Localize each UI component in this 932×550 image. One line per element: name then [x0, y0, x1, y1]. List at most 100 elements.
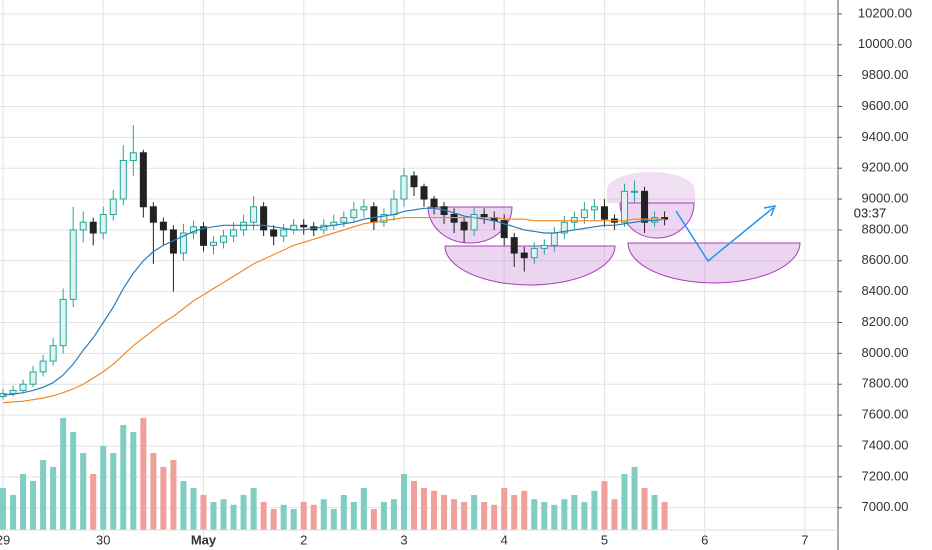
candle-body [540, 244, 548, 249]
candle-body [590, 206, 598, 211]
volume-bar [621, 474, 628, 530]
candle-body [29, 371, 37, 385]
volume-bar [160, 467, 167, 530]
volume-bar [120, 425, 127, 530]
moving-average-line [2, 207, 665, 396]
candle-body [390, 198, 398, 215]
volume-bar [190, 488, 197, 530]
volume-bar [340, 495, 347, 530]
volume-bar [591, 490, 598, 530]
candle-body [520, 252, 528, 259]
candle-body [119, 159, 127, 200]
cup-shape [627, 242, 801, 284]
volume-bar [471, 495, 478, 530]
candle-body [270, 229, 278, 237]
moving-average-line [2, 216, 665, 404]
candle-body [350, 209, 358, 219]
y-tick-label: 8000.00 [862, 345, 909, 360]
candle-body [240, 221, 248, 231]
candle-body [470, 213, 478, 231]
y-tick-label: 7200.00 [862, 468, 909, 483]
candle-body [360, 206, 368, 211]
volume-bar [220, 499, 227, 530]
y-tick-label: 7400.00 [862, 437, 909, 452]
projection-path [675, 207, 774, 263]
y-tick-label: 8200.00 [862, 314, 909, 329]
volume-bar [50, 467, 57, 530]
candle-body [560, 221, 568, 234]
candle-body [250, 206, 258, 223]
volume-bar [511, 495, 518, 530]
volume-bar [421, 488, 428, 530]
volume-bar [130, 432, 137, 530]
candle-body [79, 221, 87, 231]
volume-bar [240, 495, 247, 530]
candle-body [159, 221, 167, 231]
cup-shape [444, 245, 616, 286]
volume-bar [280, 504, 287, 530]
candle-body [550, 232, 558, 246]
volume-bar [521, 490, 528, 530]
candle-body [410, 175, 418, 188]
volume-bar [561, 499, 568, 530]
volume-bar [350, 502, 357, 530]
candle-body [9, 389, 17, 394]
volume-bar [40, 460, 47, 530]
candle-body [260, 206, 268, 231]
volume-bar [541, 502, 548, 530]
candle-body [89, 221, 97, 234]
x-tick-label: May [191, 532, 217, 547]
volume-layer [0, 418, 668, 530]
volume-bar [310, 504, 317, 530]
volume-bar [441, 495, 448, 530]
candle-body [340, 217, 348, 223]
volume-bar [380, 502, 387, 530]
volume-bar [320, 499, 327, 530]
candle-body [149, 206, 157, 223]
y-tick-label: 8800.00 [862, 221, 909, 236]
candle-body [500, 220, 508, 239]
volume-bar [140, 418, 147, 530]
candle-body [210, 241, 218, 246]
candle-body [620, 190, 628, 223]
y-tick-label: 9000.00 [862, 190, 909, 205]
x-tick-label: 5 [601, 532, 608, 547]
candle-body [19, 383, 27, 391]
volume-bar [491, 504, 498, 530]
candle-body [139, 152, 147, 208]
x-tick-label: 4 [501, 532, 508, 547]
candle-body [230, 229, 238, 237]
pattern-shape [607, 172, 695, 203]
volume-bar [170, 460, 177, 530]
candle-body [580, 209, 588, 219]
volume-bar [250, 488, 257, 530]
candle-body [370, 206, 378, 223]
volume-bar [400, 474, 407, 530]
y-tick-label: 7800.00 [862, 376, 909, 391]
volume-bar [60, 418, 67, 530]
volume-bar [270, 509, 277, 530]
y-tick-label: 9200.00 [862, 160, 909, 175]
volume-bar [481, 502, 488, 530]
volume-bar [150, 453, 157, 530]
candle-body [179, 232, 187, 254]
volume-bar [370, 509, 377, 530]
volume-bar [571, 495, 578, 530]
y-tick-label: 10000.00 [858, 36, 912, 51]
candle-body [380, 213, 388, 223]
volume-bar [581, 502, 588, 530]
countdown: 03:37 [854, 205, 887, 220]
volume-bar [290, 509, 297, 530]
candle-body [129, 152, 137, 161]
volume-bar [410, 481, 417, 530]
volume-bar [230, 504, 237, 530]
candle-body [420, 186, 428, 200]
x-tick-label: 2 [300, 532, 307, 547]
arrow-head [763, 205, 777, 217]
volume-bar [180, 481, 187, 530]
volume-bar [531, 499, 538, 530]
volume-bar [20, 474, 27, 530]
